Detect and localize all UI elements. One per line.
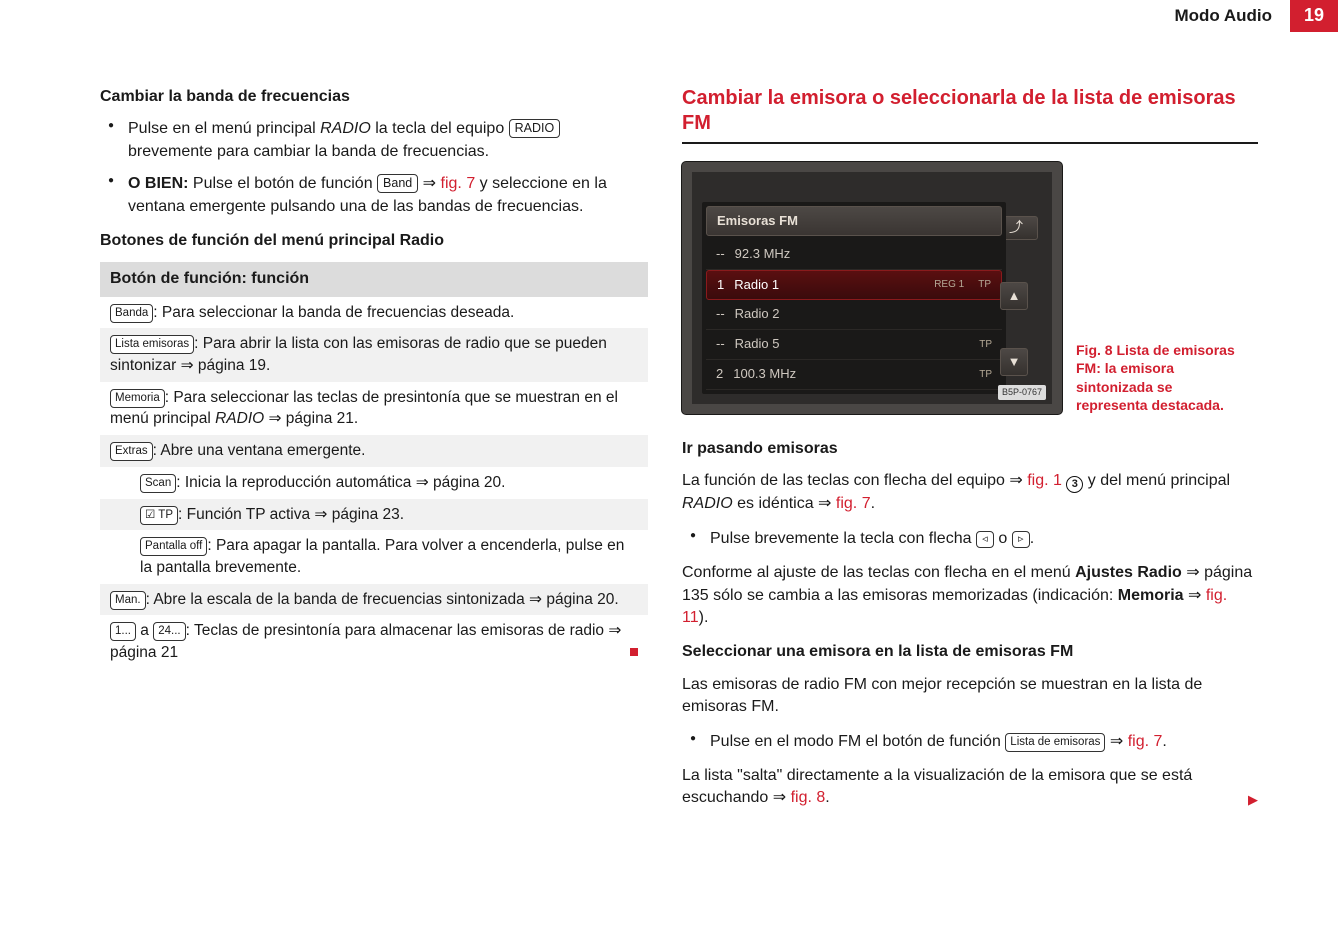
key-extras: Extras [110, 442, 153, 461]
paragraph: La función de las teclas con flecha del … [682, 470, 1258, 515]
key-radio: RADIO [509, 119, 561, 138]
bullet-item: Pulse brevemente la tecla con flecha ◃ o… [682, 528, 1258, 550]
heading-ir-pasando: Ir pasando emisoras [682, 438, 1258, 460]
page-header: Modo Audio 19 [1174, 0, 1338, 32]
key-preset-24: 24... [153, 622, 185, 641]
device-list-row: 1Radio 1REG 1TP [706, 270, 1002, 300]
paragraph: Las emisoras de radio FM con mejor recep… [682, 674, 1258, 719]
section-title: Modo Audio [1174, 4, 1272, 28]
table-row: Lista emisoras: Para abrir la lista con … [100, 328, 648, 381]
page-number: 19 [1290, 0, 1338, 32]
device-screenshot: ⤴ Emisoras FM --92.3 MHz1Radio 1REG 1TP-… [682, 162, 1062, 414]
key-pantalla-off: Pantalla off [140, 537, 207, 556]
device-list-row: 2100.3 MHzTP [706, 360, 1002, 390]
paragraph: La lista "salta" directamente a la visua… [682, 765, 1258, 810]
function-table: Botón de función: función Banda: Para se… [100, 262, 648, 668]
table-row: Pantalla off: Para apagar la pantalla. P… [100, 530, 648, 583]
table-row: Banda: Para seleccionar la banda de frec… [100, 297, 648, 329]
image-id: B5P-0767 [998, 385, 1046, 400]
left-column: Cambiar la banda de frecuencias Pulse en… [100, 86, 648, 822]
key-lista-emisoras: Lista emisoras [110, 335, 194, 354]
key-banda: Banda [110, 304, 153, 323]
table-row: Memoria: Para seleccionar las teclas de … [100, 382, 648, 435]
table-row: 1... a 24...: Teclas de presintonía para… [100, 615, 648, 668]
heading-botones: Botones de función del menú principal Ra… [100, 230, 648, 252]
key-scan: Scan [140, 474, 176, 493]
heading-cambiar-emisora: Cambiar la emisora o seleccionarla de la… [682, 86, 1258, 144]
device-list-title: Emisoras FM [706, 206, 1002, 236]
table-row: ☑ TP: Función TP activa ⇒ página 23. [100, 499, 648, 531]
section-end-icon [630, 648, 638, 656]
bullet-item: Pulse en el menú principal RADIO la tecl… [100, 118, 648, 163]
table-row: Man.: Abre la escala de la banda de frec… [100, 584, 648, 616]
key-tp: ☑ TP [140, 506, 178, 525]
heading-seleccionar: Seleccionar una emisora en la lista de e… [682, 641, 1258, 663]
device-list-row: --92.3 MHz [706, 240, 1002, 270]
arrow-left-icon: ◃ [976, 531, 994, 548]
key-band: Band [377, 174, 418, 193]
key-lista-de-emisoras: Lista de emisoras [1005, 733, 1105, 752]
bullet-item: Pulse en el modo FM el botón de función … [682, 731, 1258, 753]
paragraph: Conforme al ajuste de las teclas con fle… [682, 562, 1258, 629]
key-preset-1: 1... [110, 622, 136, 641]
heading-cambiar-banda: Cambiar la banda de frecuencias [100, 86, 648, 108]
continue-icon: ▶ [1248, 791, 1258, 809]
table-header: Botón de función: función [100, 262, 648, 296]
scroll-down-icon: ▼ [1000, 348, 1028, 376]
device-list-row: --Radio 2 [706, 300, 1002, 330]
table-row: Extras: Abre una ventana emergente. [100, 435, 648, 467]
scroll-up-icon: ▲ [1000, 282, 1028, 310]
right-column: Cambiar la emisora o seleccionarla de la… [682, 86, 1258, 822]
callout-3-icon: 3 [1066, 476, 1083, 493]
figure-caption: Fig. 8 Lista de emisoras FM: la emisora … [1076, 341, 1244, 414]
key-man: Man. [110, 591, 146, 610]
device-list-row: --Radio 5TP [706, 330, 1002, 360]
arrow-right-icon: ▹ [1012, 531, 1030, 548]
bullet-item: O BIEN: Pulse el botón de función Band ⇒… [100, 173, 648, 218]
figure-8: ⤴ Emisoras FM --92.3 MHz1Radio 1REG 1TP-… [682, 162, 1258, 414]
table-row: Scan: Inicia la reproducción automática … [100, 467, 648, 499]
page-body: Cambiar la banda de frecuencias Pulse en… [100, 86, 1258, 822]
key-memoria: Memoria [110, 389, 165, 408]
